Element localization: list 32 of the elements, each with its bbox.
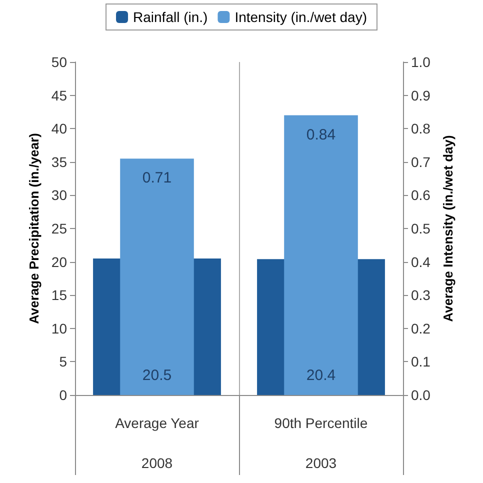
y-tick-label: 15	[51, 287, 68, 304]
category-label: Average Year 2008	[115, 415, 199, 471]
y2-tick-label: 0.7	[411, 154, 431, 170]
data-label: 0.71	[142, 170, 172, 187]
y-tick-label: 45	[51, 87, 68, 104]
y-tick-label: 50	[51, 54, 68, 70]
y-tick-label: 25	[51, 220, 68, 236]
y2-tick-label: 0.4	[411, 254, 431, 270]
data-label: 20.5	[142, 367, 172, 384]
y-tick-label: 35	[51, 154, 68, 170]
y-tick-label: 10	[51, 320, 68, 336]
y2-tick-label: 0.2	[411, 320, 431, 336]
y2-tick-label: 0.1	[411, 354, 431, 370]
y2-tick-label: 0.5	[411, 220, 431, 236]
y2-tick-label: 0.6	[411, 187, 431, 204]
y-axis-title: Average Precipitation (in./year)	[26, 133, 42, 324]
y2-axis-title: Average Intensity (in./wet day)	[440, 135, 456, 322]
y2-tick-label: 0.3	[411, 287, 431, 304]
y2-tick-label: 0.0	[411, 387, 431, 403]
y-tick-label: 20	[51, 254, 68, 270]
y2-tick-label: 1.0	[411, 54, 431, 70]
y2-tick-label: 0.9	[411, 87, 431, 104]
y2-tick-label: 0.8	[411, 120, 431, 137]
data-label: 0.84	[306, 126, 336, 144]
data-label: 20.4	[306, 367, 336, 384]
y-tick-label: 40	[51, 120, 68, 137]
y-tick-label: 5	[59, 354, 68, 370]
y-tick-label: 0	[59, 387, 68, 403]
category-label: 90th Percentile 2003	[274, 415, 368, 471]
legend-label: Intensity (in./wet day)	[234, 9, 367, 25]
legend-label: Rainfall (in.)	[133, 9, 208, 25]
y-tick-label: 30	[51, 187, 68, 204]
